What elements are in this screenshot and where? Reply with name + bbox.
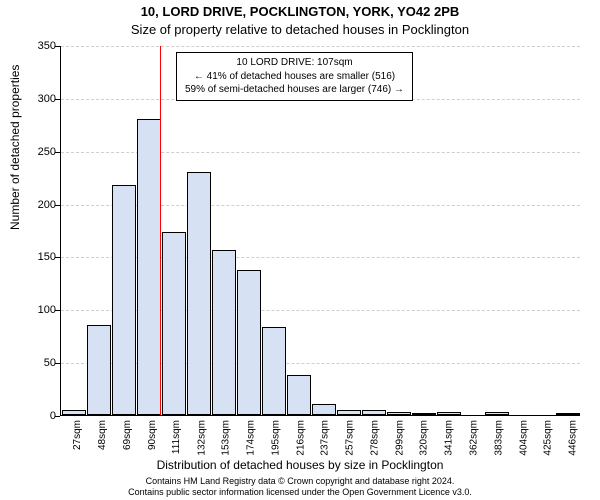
footer-line1: Contains HM Land Registry data © Crown c… <box>0 476 600 487</box>
x-tick-label: 257sqm <box>345 420 356 456</box>
y-tick-label: 100 <box>16 304 56 316</box>
histogram-bar <box>337 410 361 415</box>
histogram-bar <box>362 410 386 415</box>
x-tick-label: 195sqm <box>270 420 281 456</box>
histogram-bar <box>112 185 136 415</box>
x-tick-label: 278sqm <box>370 420 381 456</box>
x-tick-label: 111sqm <box>171 420 182 454</box>
y-tick-label: 300 <box>16 93 56 105</box>
x-tick-label: 341sqm <box>444 420 455 456</box>
histogram-bar <box>287 375 311 415</box>
property-size-chart: 10, LORD DRIVE, POCKLINGTON, YORK, YO42 … <box>0 0 600 500</box>
x-tick-label: 404sqm <box>518 420 529 456</box>
histogram-bar <box>212 250 236 415</box>
x-tick-label: 90sqm <box>147 420 158 450</box>
chart-title-address: 10, LORD DRIVE, POCKLINGTON, YORK, YO42 … <box>0 4 600 19</box>
annotation-box: 10 LORD DRIVE: 107sqm ← 41% of detached … <box>176 52 413 101</box>
x-tick-label: 27sqm <box>72 420 83 450</box>
histogram-bar <box>556 413 580 415</box>
histogram-bar <box>162 232 186 415</box>
plot-area: 10 LORD DRIVE: 107sqm ← 41% of detached … <box>60 46 580 416</box>
histogram-bar <box>312 404 336 415</box>
x-tick-label: 383sqm <box>493 420 504 456</box>
chart-title-description: Size of property relative to detached ho… <box>0 22 600 37</box>
x-tick-label: 132sqm <box>196 420 207 456</box>
x-tick-label: 48sqm <box>97 420 108 450</box>
x-tick-label: 153sqm <box>221 420 232 456</box>
x-tick-label: 299sqm <box>394 420 405 456</box>
y-tick-label: 350 <box>16 40 56 52</box>
x-tick-label: 174sqm <box>246 420 257 456</box>
histogram-bar <box>387 412 411 415</box>
y-tick-label: 250 <box>16 146 56 158</box>
x-axis-label: Distribution of detached houses by size … <box>0 458 600 472</box>
histogram-bar <box>412 413 436 415</box>
x-tick-label: 216sqm <box>295 420 306 456</box>
annotation-line3: 59% of semi-detached houses are larger (… <box>185 83 404 97</box>
y-tick-label: 0 <box>16 410 56 422</box>
histogram-bar <box>485 412 509 415</box>
x-tick-label: 237sqm <box>320 420 331 456</box>
x-tick-label: 425sqm <box>543 420 554 456</box>
y-tick-label: 200 <box>16 199 56 211</box>
footer-line2: Contains public sector information licen… <box>0 487 600 498</box>
histogram-bars <box>61 46 580 415</box>
x-tick-label: 69sqm <box>122 420 133 450</box>
attribution-footer: Contains HM Land Registry data © Crown c… <box>0 476 600 498</box>
x-tick-label: 362sqm <box>469 420 480 456</box>
y-tick-label: 50 <box>16 357 56 369</box>
y-tick-label: 150 <box>16 251 56 263</box>
x-tick-label: 320sqm <box>419 420 430 456</box>
property-marker-line <box>160 46 161 415</box>
histogram-bar <box>87 325 111 415</box>
histogram-bar <box>62 410 86 415</box>
histogram-bar <box>437 412 461 415</box>
histogram-bar <box>137 119 161 415</box>
x-tick-label: 446sqm <box>568 420 579 456</box>
histogram-bar <box>262 327 286 415</box>
annotation-line1: 10 LORD DRIVE: 107sqm <box>185 56 404 70</box>
histogram-bar <box>187 172 211 415</box>
histogram-bar <box>237 270 261 415</box>
annotation-line2: ← 41% of detached houses are smaller (51… <box>185 70 404 84</box>
